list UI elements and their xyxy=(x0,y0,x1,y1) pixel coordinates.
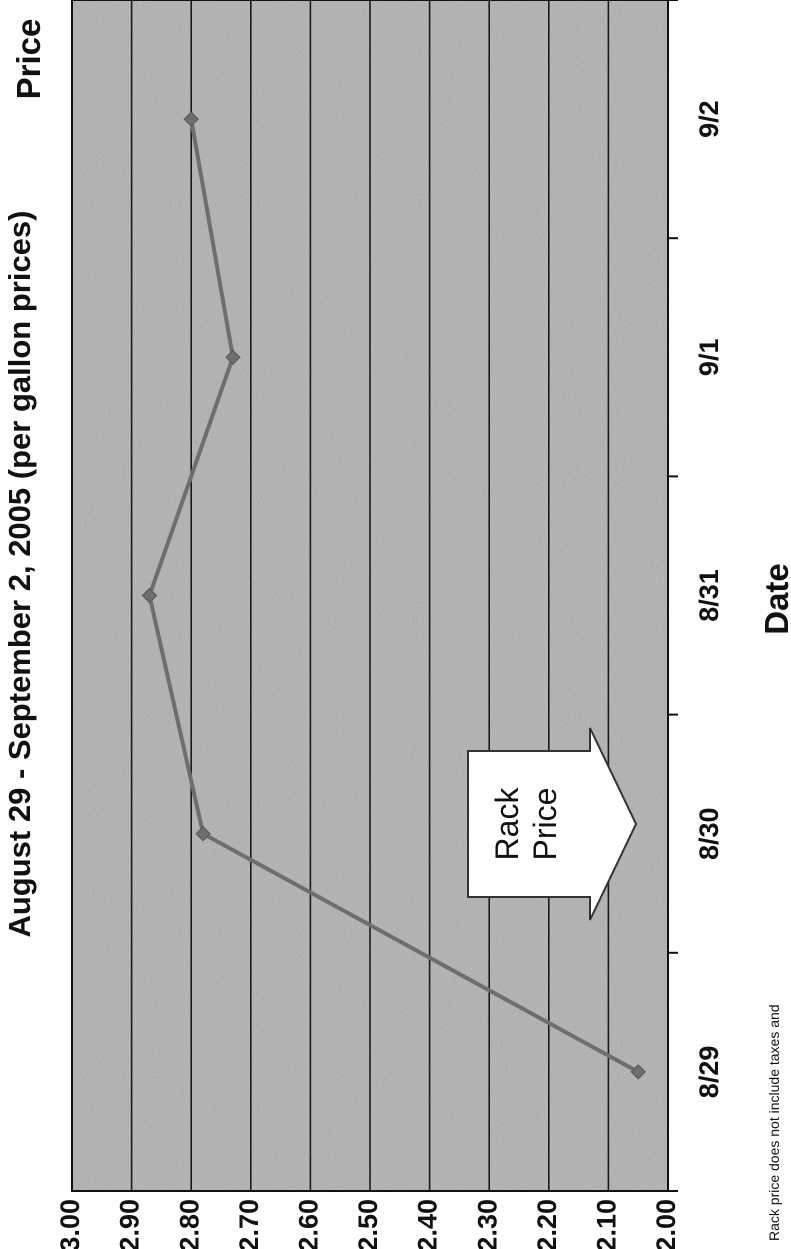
plot-frame xyxy=(71,0,669,1192)
y-tick-label: 2.10 xyxy=(592,1199,622,1249)
y-tick-label: 2.40 xyxy=(413,1199,443,1249)
y-tick-label: 2.60 xyxy=(294,1199,324,1249)
series-points xyxy=(141,111,646,1080)
y-tick-label: 2.70 xyxy=(234,1199,264,1249)
data-point xyxy=(195,825,211,842)
x-axis-tick-labels: 8/29 8/30 8/31 9/1 9/2 xyxy=(694,100,724,1098)
callout-text-line-1: Rack xyxy=(489,787,525,861)
y-tick-label: 2.50 xyxy=(353,1199,383,1249)
x-axis-ticks xyxy=(668,0,678,1192)
data-point xyxy=(141,587,158,604)
y-tick-label: 2.30 xyxy=(472,1199,502,1249)
y-tick-label: 3.00 xyxy=(55,1199,85,1249)
footnote: Rack price does not include taxes and xyxy=(766,1004,782,1241)
callout-arrow-shape xyxy=(467,727,638,921)
data-point xyxy=(225,349,241,366)
y-axis-tick-labels: 2.00 2.10 2.20 2.30 2.40 2.50 2.60 2.70 2.80 2.90… xyxy=(55,1199,681,1249)
x-tick-label: 9/2 xyxy=(694,100,724,138)
chart-title: August 29 - September 2, 2005 (per gallo… xyxy=(2,210,37,937)
x-tick-label: 9/1 xyxy=(694,339,724,377)
callout-text-line-2: Price xyxy=(527,788,563,861)
x-tick-label: 8/30 xyxy=(694,807,724,860)
y-axis-title: Price xyxy=(10,19,47,100)
x-axis-title: Date xyxy=(758,563,791,635)
x-tick-label: 8/29 xyxy=(694,1046,724,1099)
y-tick-label: 2.80 xyxy=(174,1199,204,1249)
y-tick-label: 2.20 xyxy=(532,1199,562,1249)
data-point xyxy=(183,111,199,127)
x-tick-label: 8/31 xyxy=(694,569,724,622)
data-point xyxy=(630,1064,646,1080)
y-tick-label: 2.00 xyxy=(651,1199,681,1249)
y-tick-label: 2.90 xyxy=(115,1199,145,1249)
rack-price-callout: Rack Price xyxy=(467,727,638,921)
